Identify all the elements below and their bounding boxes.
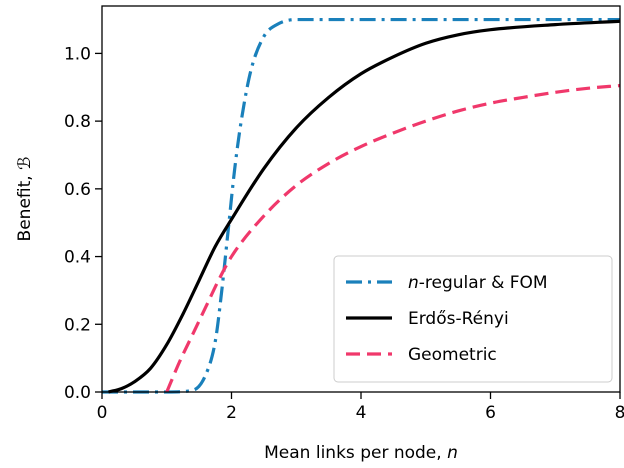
legend-label-erdos-renyi: Erdős-Rényi bbox=[408, 309, 509, 329]
x-tick-label: 4 bbox=[356, 403, 367, 423]
legend-box bbox=[333, 255, 613, 383]
legend-label-regular-fom: n-regular & FOM bbox=[408, 273, 548, 293]
ticks-layer: 0 2 4 6 8 0.0 0.2 0.4 0.6 0.8 1.0 bbox=[64, 44, 624, 423]
x-tick-label: 6 bbox=[485, 403, 496, 423]
series-line-geometric bbox=[165, 83, 621, 393]
y-tick-label: 0.4 bbox=[64, 248, 91, 268]
x-tick-label: 2 bbox=[226, 403, 237, 423]
x-tick-label: 0 bbox=[97, 403, 108, 423]
y-axis-label: Benefit, ℬ bbox=[15, 157, 35, 242]
series-layer bbox=[102, 17, 621, 394]
y-tick-label: 0.2 bbox=[64, 315, 91, 335]
series-line-erdos-renyi bbox=[108, 19, 621, 394]
y-tick-label: 0.8 bbox=[64, 112, 91, 132]
x-axis-label: Mean links per node, n bbox=[264, 443, 458, 463]
y-tick-label: 0.0 bbox=[64, 383, 91, 403]
y-tick-label: 0.6 bbox=[64, 180, 91, 200]
x-tick-label: 8 bbox=[615, 403, 624, 423]
legend: n-regular & FOM Erdős-Rényi Geometric bbox=[333, 255, 613, 383]
y-tick-label: 1.0 bbox=[64, 44, 91, 64]
legend-label-geometric: Geometric bbox=[408, 345, 497, 365]
series-line-regular-fom bbox=[102, 17, 620, 394]
